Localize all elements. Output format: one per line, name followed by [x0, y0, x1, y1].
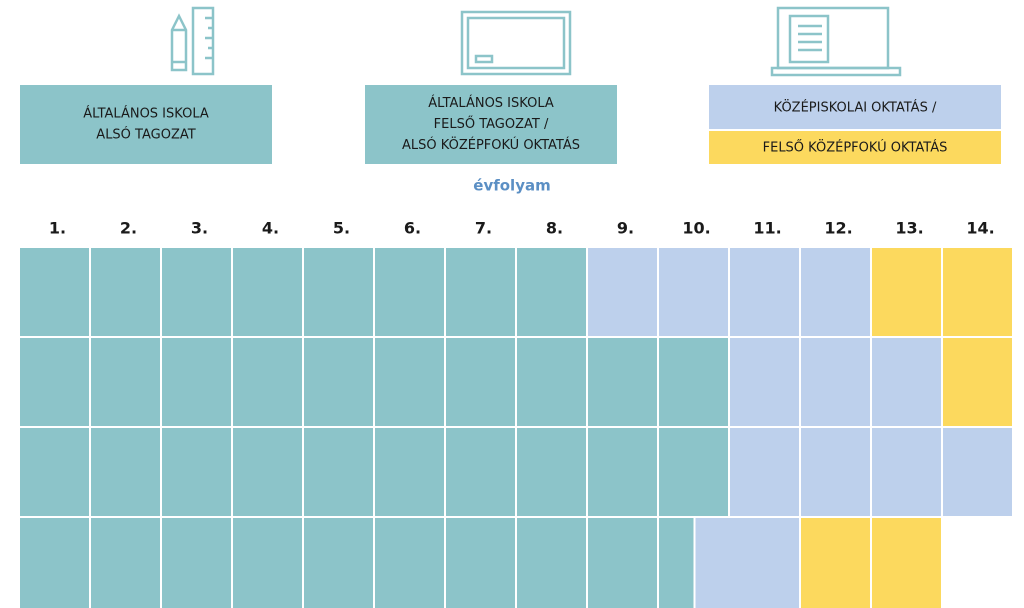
- grade-cell: [91, 428, 160, 516]
- grade-cell: [446, 248, 515, 336]
- grade-cell: [943, 428, 1012, 516]
- grade-label: 9.: [617, 219, 634, 238]
- grade-cell: [730, 338, 799, 426]
- icon-laptop: [770, 6, 902, 77]
- grade-cell: [517, 518, 586, 608]
- grade-label: 8.: [546, 219, 563, 238]
- grade-cell: [872, 338, 941, 426]
- grade-cell: [20, 338, 89, 426]
- grade-cell: [730, 248, 799, 336]
- grade-cell: [695, 518, 730, 608]
- grade-cell: [730, 428, 799, 516]
- grade-cell: [588, 428, 657, 516]
- grade-cell: [659, 518, 694, 608]
- grade-cell: [304, 428, 373, 516]
- grade-cell: [943, 338, 1012, 426]
- grade-cell: [375, 248, 444, 336]
- grade-cell: [588, 518, 657, 608]
- grade-cell: [943, 248, 1012, 336]
- header-text: ALSÓ TAGOZAT: [96, 127, 195, 143]
- grade-cell: [233, 428, 302, 516]
- grade-cell: [20, 518, 89, 608]
- grade-cell: [233, 518, 302, 608]
- grade-cell: [588, 248, 657, 336]
- grade-cell: [91, 248, 160, 336]
- grade-cell: [446, 428, 515, 516]
- grade-label: 1.: [49, 219, 66, 238]
- grade-label: 13.: [895, 219, 923, 238]
- grade-cell: [162, 248, 231, 336]
- header-text: FELSŐ KÖZÉPFOKÚ OKTATÁS: [763, 139, 948, 156]
- grade-cell: [872, 518, 941, 608]
- grade-cell: [801, 428, 870, 516]
- grade-cell: [446, 338, 515, 426]
- icon-board: [460, 10, 572, 76]
- grade-cell: [304, 248, 373, 336]
- grade-cell: [20, 428, 89, 516]
- grade-label: 10.: [682, 219, 710, 238]
- grade-cell: [375, 518, 444, 608]
- header-text: ÁLTALÁNOS ISKOLA: [428, 95, 554, 111]
- grade-cell: [233, 338, 302, 426]
- grade-cell: [304, 338, 373, 426]
- grade-cell: [801, 248, 870, 336]
- header-box: [365, 85, 617, 164]
- grade-label: 2.: [120, 219, 137, 238]
- grade-cell: [20, 248, 89, 336]
- grade-cell: [517, 428, 586, 516]
- grade-cell: [659, 248, 728, 336]
- grade-cell: [233, 248, 302, 336]
- grade-cell: [801, 518, 870, 608]
- grade-cell: [872, 248, 941, 336]
- grade-cell: [872, 428, 941, 516]
- subtitle: évfolyam: [473, 177, 550, 195]
- grade-label: 5.: [333, 219, 350, 238]
- grade-label: 12.: [824, 219, 852, 238]
- header-text: ÁLTALÁNOS ISKOLA: [83, 106, 209, 122]
- grade-cell: [446, 518, 515, 608]
- grade-label: 6.: [404, 219, 421, 238]
- grade-cell: [659, 428, 728, 516]
- header-text: FELSŐ TAGOZAT /: [434, 116, 549, 132]
- grade-cell: [517, 338, 586, 426]
- header-text: ALSÓ KÖZÉPFOKÚ OKTATÁS: [402, 136, 580, 153]
- grade-cell: [517, 248, 586, 336]
- grade-cell: [375, 428, 444, 516]
- grade-cell: [91, 518, 160, 608]
- icon-pencil-ruler: [170, 6, 215, 76]
- grade-cell: [162, 518, 231, 608]
- grade-label: 3.: [191, 219, 208, 238]
- grade-label: 4.: [262, 219, 279, 238]
- header-text: KÖZÉPISKOLAI OKTATÁS /: [774, 99, 937, 116]
- grade-cell: [801, 338, 870, 426]
- grade-cell: [375, 338, 444, 426]
- grade-label: 14.: [966, 219, 994, 238]
- grade-cell: [730, 518, 799, 608]
- header-box: [20, 85, 272, 164]
- grade-label: 7.: [475, 219, 492, 238]
- grade-cell: [162, 428, 231, 516]
- grade-cell: [588, 338, 657, 426]
- header-box: [709, 131, 1001, 164]
- grade-cell: [304, 518, 373, 608]
- grade-cell: [659, 338, 728, 426]
- grade-cell: [162, 338, 231, 426]
- header-box: [709, 85, 1001, 129]
- grade-label: 11.: [753, 219, 781, 238]
- grade-cell: [91, 338, 160, 426]
